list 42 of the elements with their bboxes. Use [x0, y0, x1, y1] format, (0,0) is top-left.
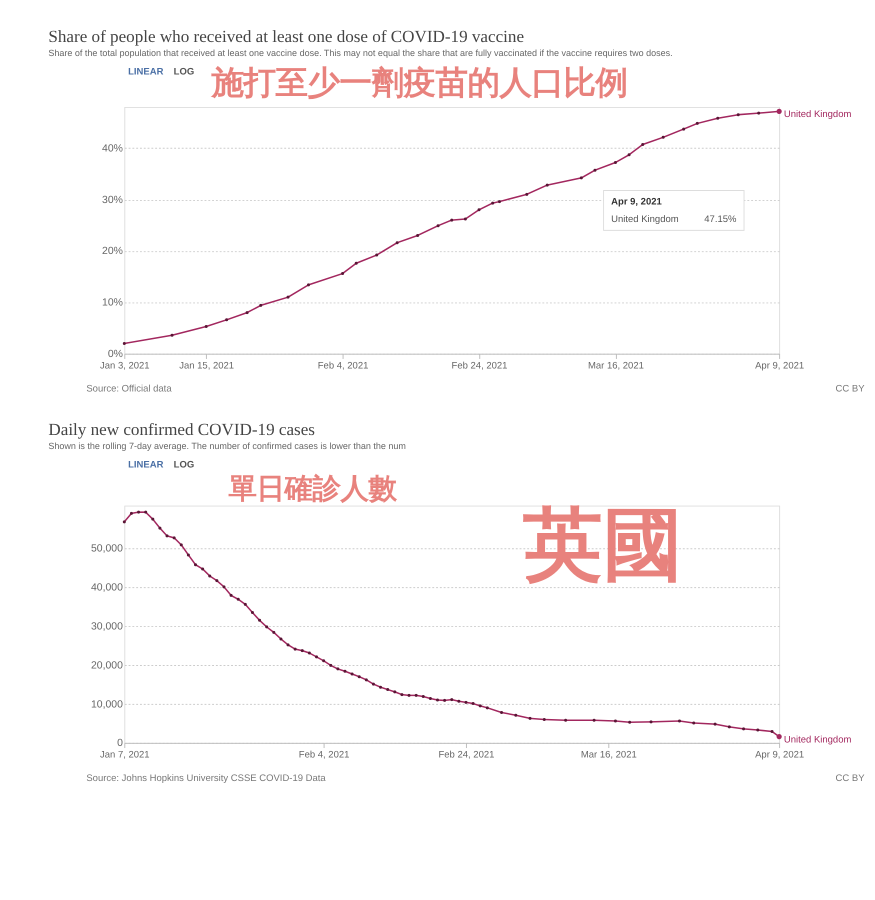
x-tick-label: Feb 4, 2021: [318, 360, 368, 372]
source-note: Source: Johns Hopkins University CSSE COVID-19 Data: [86, 772, 326, 784]
x-tick-label: Jan 15, 2021: [179, 360, 234, 372]
x-tick-label: Apr 9, 2021: [755, 750, 804, 761]
text: 施打至少一劑疫苗的人口比例: [210, 64, 628, 102]
y-tick-label: 30%: [102, 194, 123, 206]
y-tick-label: 50,000: [91, 544, 124, 555]
x-tick-label: Jan 3, 2021: [100, 360, 150, 372]
chart-title: Share of people who received at least one dose of COVID-19 vaccine: [48, 26, 524, 46]
series-label: United Kingdom: [784, 734, 852, 746]
chart-subtitle: Shown is the rolling 7-day average. The number of confirmed cases is lower than the num: [48, 441, 406, 452]
x-tick-label: Jan 7, 2021: [100, 750, 150, 761]
y-tick-label: 0%: [108, 349, 123, 360]
y-tick-label: 10,000: [91, 699, 124, 710]
x-tick-label: Mar 16, 2021: [580, 750, 637, 761]
text: CC BY: [836, 772, 866, 784]
y-tick-label: 20,000: [91, 660, 124, 672]
y-tick-label: 0: [117, 738, 124, 750]
series-label: United Kingdom: [784, 109, 852, 120]
text: LINEAR: [128, 66, 164, 78]
y-tick-label: 30,000: [91, 621, 124, 632]
text: LINEAR: [128, 460, 164, 471]
x-tick-label: Mar 16, 2021: [588, 360, 644, 372]
annotation: United Kingdom: [611, 214, 679, 225]
text: LOG: [174, 66, 194, 78]
source-note: Source: Official data: [86, 384, 172, 395]
x-tick-label: Feb 4, 2021: [298, 750, 350, 761]
x-tick-label: Feb 24, 2021: [438, 750, 494, 761]
chart-subtitle: Share of the total population that received at least one vaccine dose. This may not equal the share that are fully vaccinated if the vaccine requires two doses.: [48, 48, 673, 58]
text: LOG: [174, 460, 194, 471]
y-tick-label: 10%: [102, 298, 123, 309]
y-tick-label: 40%: [102, 143, 123, 154]
y-tick-label: 40,000: [91, 582, 124, 594]
annotation: Apr 9, 2021: [611, 196, 663, 208]
text: 單日確診人數: [228, 472, 398, 505]
annotation: 47.15%: [704, 214, 738, 225]
annotation: 英國: [522, 498, 683, 592]
x-tick-label: Apr 9, 2021: [755, 360, 804, 372]
chart-title: Daily new confirmed COVID-19 cases: [48, 420, 316, 439]
text: CC BY: [836, 384, 866, 395]
y-tick-label: 20%: [102, 246, 123, 258]
x-tick-label: Feb 24, 2021: [452, 360, 508, 372]
